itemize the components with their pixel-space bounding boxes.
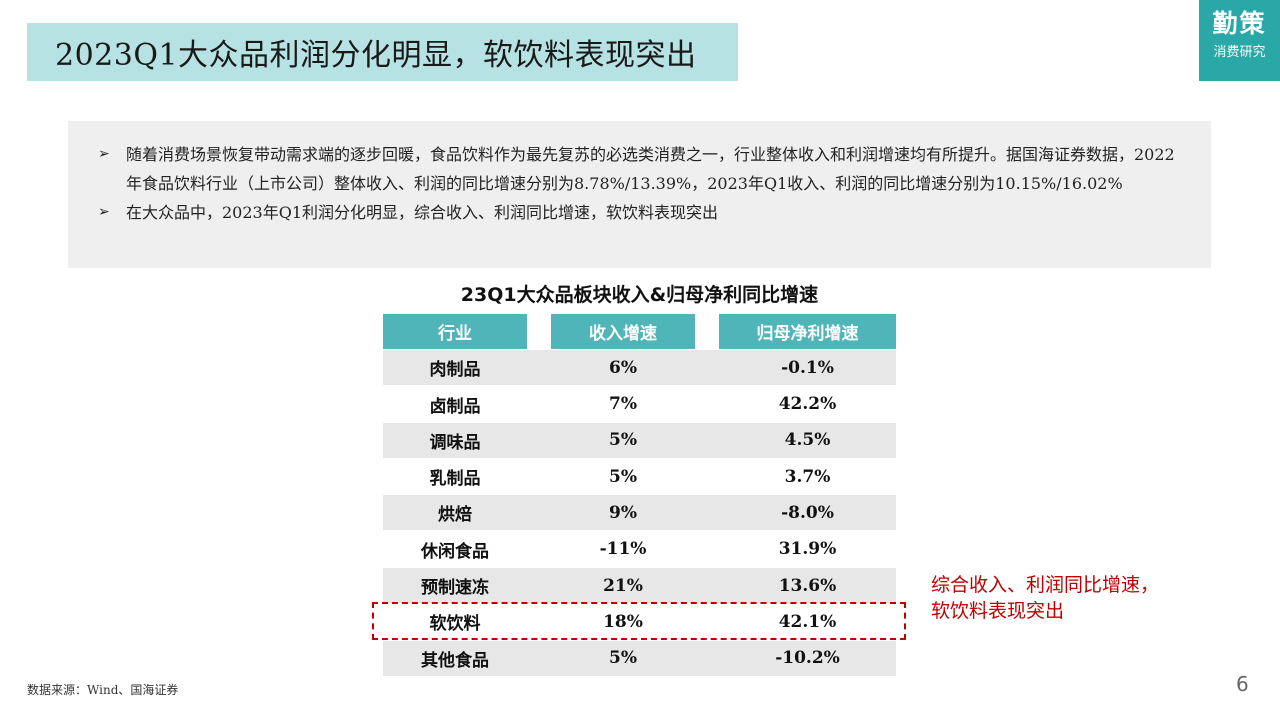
table-row: 烘焙 9% -8.0% bbox=[383, 495, 896, 531]
soft-drink-highlight-frame bbox=[372, 602, 906, 640]
slide-title: 2023Q1大众品利润分化明显，软饮料表现突出 bbox=[55, 38, 697, 73]
slide-title-banner: 2023Q1大众品利润分化明显，软饮料表现突出 bbox=[27, 23, 738, 81]
revenue-growth-cell: 5% bbox=[609, 430, 637, 451]
industry-cell: 软饮料 bbox=[429, 614, 481, 635]
industry-cell: 其他食品 bbox=[421, 650, 489, 671]
table-row-highlighted: 软饮料 18% 42.1% bbox=[383, 604, 896, 639]
industry-cell: 调味品 bbox=[429, 432, 481, 453]
industry-cell: 卤制品 bbox=[429, 396, 481, 417]
revenue-growth-cell: 9% bbox=[609, 502, 637, 523]
summary-bullet: ➢ 在大众品中，2023年Q1利润分化明显，综合收入、利润同比增速，软饮料表现突… bbox=[98, 198, 1181, 227]
revenue-growth-cell: 21% bbox=[603, 575, 643, 596]
profit-growth-cell: -0.1% bbox=[781, 357, 834, 378]
summary-bullet-text: 在大众品中，2023年Q1利润分化明显，综合收入、利润同比增速，软饮料表现突出 bbox=[126, 203, 719, 222]
table-row: 其他食品 5% -10.2% bbox=[383, 640, 896, 676]
profit-growth-cell: 42.2% bbox=[778, 394, 837, 415]
header-cell-profit-growth: 归母净利增速 bbox=[719, 314, 896, 349]
profit-growth-cell: 31.9% bbox=[778, 539, 837, 560]
revenue-growth-cell: 18% bbox=[603, 611, 643, 632]
table-header-row: 行业 收入增速 归母净利增速 bbox=[383, 314, 896, 349]
logo-main-text: 勤策 bbox=[1212, 9, 1267, 38]
profit-growth-cell: 13.6% bbox=[778, 575, 837, 596]
callout-line: 综合收入、利润同比增速， bbox=[931, 574, 1160, 596]
profit-growth-cell: 3.7% bbox=[784, 466, 831, 487]
industry-cell: 肉制品 bbox=[429, 360, 481, 381]
page-number: 6 bbox=[1236, 672, 1249, 696]
header-cell-industry: 行业 bbox=[383, 314, 527, 349]
table-title: 23Q1大众品板块收入&归母净利同比增速 bbox=[460, 284, 819, 306]
logo-sub-text: 消费研究 bbox=[1213, 45, 1266, 60]
callout-line: 软饮料表现突出 bbox=[931, 600, 1065, 622]
industry-cell: 预制速冻 bbox=[421, 578, 489, 599]
revenue-growth-cell: 6% bbox=[609, 357, 637, 378]
table-row: 肉制品 6% -0.1% bbox=[383, 350, 896, 386]
table-row: 调味品 5% 4.5% bbox=[383, 422, 896, 458]
table-row: 卤制品 7% 42.2% bbox=[383, 387, 896, 422]
growth-table: 行业 收入增速 归母净利增速 肉制品 6% -0.1% 卤制品 7% 42.2%… bbox=[383, 314, 896, 677]
profit-growth-cell: -8.0% bbox=[781, 502, 834, 523]
revenue-growth-cell: -11% bbox=[599, 539, 647, 560]
industry-cell: 乳制品 bbox=[429, 469, 481, 490]
bullet-arrow-icon: ➢ bbox=[98, 204, 110, 220]
summary-box: ➢ 随着消费场景恢复带动需求端的逐步回暖，食品饮料作为最先复苏的必选类消费之一，… bbox=[68, 121, 1211, 268]
revenue-growth-cell: 5% bbox=[609, 648, 637, 669]
summary-bullet: ➢ 随着消费场景恢复带动需求端的逐步回暖，食品饮料作为最先复苏的必选类消费之一，… bbox=[98, 140, 1181, 198]
table-row: 休闲食品 -11% 31.9% bbox=[383, 532, 896, 567]
industry-cell: 休闲食品 bbox=[421, 541, 489, 562]
bullet-arrow-icon: ➢ bbox=[98, 146, 110, 162]
profit-growth-cell: 42.1% bbox=[778, 611, 837, 632]
revenue-growth-cell: 7% bbox=[609, 394, 637, 415]
profit-growth-cell: -10.2% bbox=[775, 648, 840, 669]
header-cell-revenue-growth: 收入增速 bbox=[551, 314, 695, 349]
revenue-growth-cell: 5% bbox=[609, 466, 637, 487]
callout-note: 综合收入、利润同比增速， 软饮料表现突出 bbox=[931, 572, 1191, 624]
table-row: 乳制品 5% 3.7% bbox=[383, 459, 896, 494]
industry-cell: 烘焙 bbox=[438, 505, 472, 526]
profit-growth-cell: 4.5% bbox=[784, 430, 831, 451]
summary-bullet-text: 随着消费场景恢复带动需求端的逐步回暖，食品饮料作为最先复苏的必选类消费之一，行业… bbox=[126, 145, 1175, 193]
brand-logo: 勤策 消费研究 bbox=[1199, 0, 1280, 81]
data-source-note: 数据来源：Wind、国海证券 bbox=[27, 683, 179, 697]
table-row: 预制速冻 21% 13.6% bbox=[383, 568, 896, 604]
